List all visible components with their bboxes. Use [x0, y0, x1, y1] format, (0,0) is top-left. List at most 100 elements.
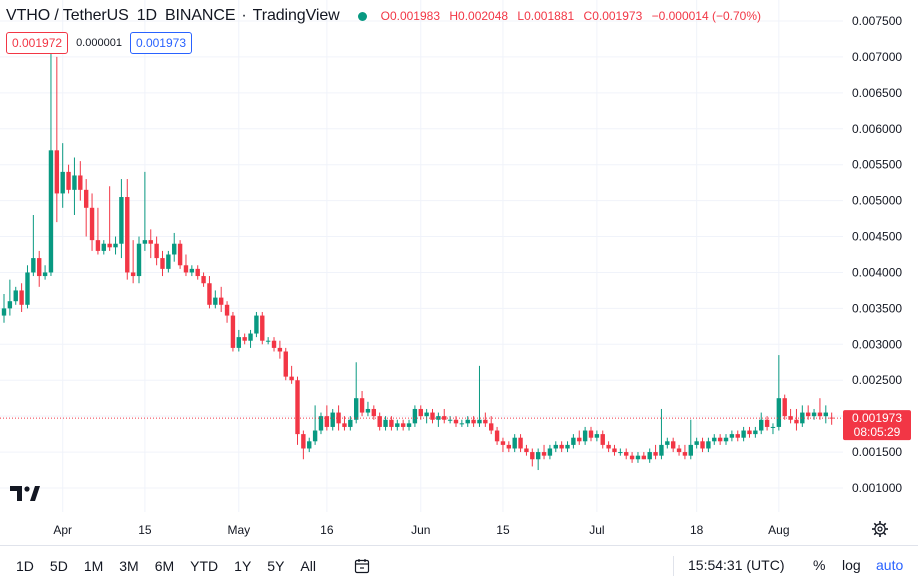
- candle-body: [629, 455, 635, 460]
- ask-button[interactable]: 0.001973: [129, 32, 193, 54]
- candle: [729, 430, 735, 442]
- interval-label[interactable]: 1D: [136, 7, 157, 24]
- candle: [295, 376, 300, 445]
- candle: [183, 254, 189, 277]
- candle: [254, 311, 259, 338]
- candle: [577, 430, 582, 445]
- candle-body: [236, 337, 241, 348]
- time-axis[interactable]: Apr 15 May 16 Jun 15 Jul 18 Aug: [53, 523, 789, 537]
- ohlc-values: O0.001983 H0.002048 L0.001881 C0.001973 …: [381, 9, 761, 23]
- candle: [700, 437, 705, 453]
- price-tick-label: 0.005500: [852, 158, 902, 172]
- last-price-label: 0.001973 08:05:29: [843, 410, 911, 441]
- candle-body: [248, 333, 253, 341]
- candle-body: [694, 441, 699, 445]
- candle: [600, 430, 605, 449]
- range-1m[interactable]: 1M: [83, 558, 104, 574]
- candle: [336, 405, 341, 431]
- candle-body: [166, 254, 171, 269]
- symbol-title[interactable]: VTHO / TetherUS: [6, 7, 129, 24]
- candle: [377, 412, 382, 431]
- candle-body: [582, 430, 588, 442]
- candle-body: [377, 416, 382, 427]
- candle: [817, 398, 823, 420]
- candle: [665, 437, 670, 449]
- candle-body: [659, 444, 664, 456]
- candle: [483, 412, 488, 427]
- candle-body: [764, 419, 770, 427]
- candle-body: [477, 419, 482, 424]
- candle: [54, 56, 60, 223]
- candle: [506, 441, 512, 453]
- candle-body: [518, 437, 523, 449]
- candle: [612, 444, 617, 456]
- candle: [330, 408, 335, 431]
- range-5d[interactable]: 5D: [49, 558, 68, 574]
- candle: [354, 362, 359, 424]
- candle: [436, 412, 441, 427]
- candle-body: [459, 423, 465, 425]
- calendar-goto-icon[interactable]: [354, 558, 370, 574]
- range-ytd[interactable]: YTD: [190, 558, 219, 574]
- candle: [230, 311, 236, 352]
- candle: [113, 236, 118, 255]
- range-all[interactable]: All: [300, 558, 316, 574]
- candlestick-chart[interactable]: 0.0010000.0015000.0020000.0025000.003000…: [0, 0, 918, 545]
- candle: [759, 412, 764, 435]
- range-6m[interactable]: 6M: [154, 558, 175, 574]
- candle-body: [741, 430, 746, 438]
- range-5y[interactable]: 5Y: [267, 558, 285, 574]
- candle: [629, 452, 635, 463]
- spread-value: 0.000001: [76, 37, 122, 49]
- candle-body: [753, 430, 758, 435]
- price-tick-label: 0.002500: [852, 373, 902, 387]
- candle: [160, 250, 165, 277]
- candle-body: [283, 351, 288, 377]
- auto-scale-toggle[interactable]: auto: [876, 557, 904, 573]
- time-tick-label: Jul: [589, 523, 604, 537]
- tradingview-logo-icon[interactable]: [8, 480, 42, 506]
- candle: [395, 419, 400, 431]
- candle-body: [7, 301, 13, 309]
- range-3m[interactable]: 3M: [119, 558, 139, 574]
- candle-body: [301, 434, 306, 449]
- utc-clock[interactable]: 15:54:31 (UTC): [688, 557, 785, 573]
- percent-scale-toggle[interactable]: %: [813, 557, 826, 573]
- candle: [201, 272, 206, 287]
- candle-body: [424, 412, 429, 417]
- candle-body: [154, 243, 159, 259]
- range-1y[interactable]: 1Y: [234, 558, 252, 574]
- candle: [659, 408, 664, 460]
- candle-body: [78, 175, 83, 190]
- candle-body: [483, 419, 488, 424]
- bid-button[interactable]: 0.001972: [6, 32, 69, 54]
- candle: [512, 434, 517, 453]
- candle-body: [54, 150, 60, 194]
- candle-body: [465, 419, 470, 424]
- log-scale-toggle[interactable]: log: [842, 557, 861, 573]
- candle-body: [641, 455, 647, 460]
- candle-body: [535, 452, 541, 460]
- candle: [524, 444, 529, 456]
- candle-body: [717, 437, 723, 442]
- candle-body: [130, 272, 136, 277]
- candle-body: [471, 419, 476, 424]
- candle: [823, 405, 828, 424]
- candle-body: [230, 315, 236, 348]
- candle: [195, 265, 200, 280]
- candle-body: [125, 197, 130, 273]
- candle: [48, 42, 54, 277]
- candle-body: [712, 437, 717, 442]
- candle-body: [506, 444, 512, 449]
- candle-body: [811, 412, 817, 417]
- candle: [248, 329, 253, 348]
- candle-body: [25, 272, 30, 305]
- candle-body: [571, 437, 576, 445]
- settings-gear-icon[interactable]: [871, 520, 889, 538]
- range-1d[interactable]: 1D: [16, 558, 34, 574]
- candle: [324, 405, 330, 431]
- market-status-icon[interactable]: [357, 11, 367, 21]
- candle: [95, 207, 101, 255]
- candle-body: [553, 444, 558, 449]
- time-tick-label: 16: [320, 523, 334, 537]
